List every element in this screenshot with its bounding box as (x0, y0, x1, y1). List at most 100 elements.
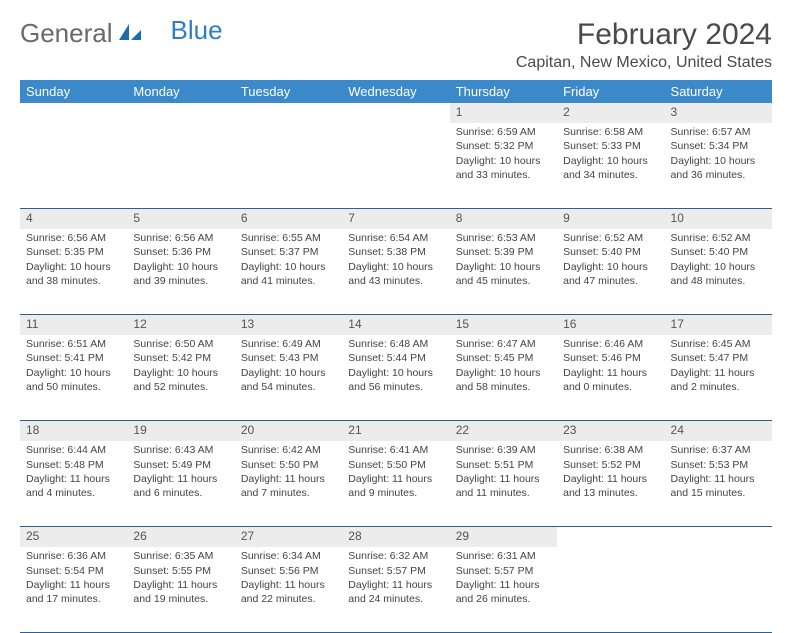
daylight-text: Daylight: 11 hours and 22 minutes. (241, 579, 336, 606)
sunset-text: Sunset: 5:41 PM (26, 352, 121, 366)
sunset-text: Sunset: 5:40 PM (563, 246, 658, 260)
day-number (557, 527, 664, 547)
daylight-text: Daylight: 11 hours and 11 minutes. (456, 473, 551, 500)
daylight-text: Daylight: 10 hours and 47 minutes. (563, 261, 658, 288)
day-number: 14 (342, 315, 449, 335)
sunset-text: Sunset: 5:57 PM (456, 565, 551, 579)
daylight-text: Daylight: 10 hours and 50 minutes. (26, 367, 121, 394)
sunset-text: Sunset: 5:35 PM (26, 246, 121, 260)
sunrise-text: Sunrise: 6:52 AM (563, 232, 658, 246)
sunrise-text: Sunrise: 6:42 AM (241, 444, 336, 458)
daylight-text: Daylight: 10 hours and 58 minutes. (456, 367, 551, 394)
day-cell (20, 123, 127, 209)
weekday-header: Monday (127, 80, 234, 103)
daylight-text: Daylight: 11 hours and 2 minutes. (671, 367, 766, 394)
day-number: 3 (665, 103, 772, 123)
day-cell: Sunrise: 6:55 AMSunset: 5:37 PMDaylight:… (235, 229, 342, 315)
header: General Blue February 2024 Capitan, New … (20, 18, 772, 72)
day-number-row: 2526272829 (20, 527, 772, 547)
sunrise-text: Sunrise: 6:59 AM (456, 126, 551, 140)
sunrise-text: Sunrise: 6:51 AM (26, 338, 121, 352)
logo-sail-icon (117, 18, 143, 49)
day-number: 6 (235, 209, 342, 229)
day-cell: Sunrise: 6:56 AMSunset: 5:35 PMDaylight:… (20, 229, 127, 315)
sunrise-text: Sunrise: 6:46 AM (563, 338, 658, 352)
day-number: 29 (450, 527, 557, 547)
day-number (235, 103, 342, 123)
sunset-text: Sunset: 5:43 PM (241, 352, 336, 366)
day-number (342, 103, 449, 123)
day-number (665, 527, 772, 547)
day-cell: Sunrise: 6:53 AMSunset: 5:39 PMDaylight:… (450, 229, 557, 315)
day-cell: Sunrise: 6:58 AMSunset: 5:33 PMDaylight:… (557, 123, 664, 209)
daylight-text: Daylight: 11 hours and 7 minutes. (241, 473, 336, 500)
day-cell: Sunrise: 6:52 AMSunset: 5:40 PMDaylight:… (557, 229, 664, 315)
day-number: 16 (557, 315, 664, 335)
day-number-row: 45678910 (20, 209, 772, 229)
sunrise-text: Sunrise: 6:52 AM (671, 232, 766, 246)
day-number: 11 (20, 315, 127, 335)
day-cell: Sunrise: 6:56 AMSunset: 5:36 PMDaylight:… (127, 229, 234, 315)
logo-text-blue: Blue (171, 15, 223, 46)
daylight-text: Daylight: 10 hours and 52 minutes. (133, 367, 228, 394)
sunrise-text: Sunrise: 6:49 AM (241, 338, 336, 352)
sunrise-text: Sunrise: 6:43 AM (133, 444, 228, 458)
day-content-row: Sunrise: 6:44 AMSunset: 5:48 PMDaylight:… (20, 441, 772, 527)
sunset-text: Sunset: 5:39 PM (456, 246, 551, 260)
sunrise-text: Sunrise: 6:54 AM (348, 232, 443, 246)
day-content-row: Sunrise: 6:51 AMSunset: 5:41 PMDaylight:… (20, 335, 772, 421)
sunrise-text: Sunrise: 6:48 AM (348, 338, 443, 352)
day-cell: Sunrise: 6:31 AMSunset: 5:57 PMDaylight:… (450, 547, 557, 633)
sunrise-text: Sunrise: 6:53 AM (456, 232, 551, 246)
sunset-text: Sunset: 5:57 PM (348, 565, 443, 579)
sunrise-text: Sunrise: 6:56 AM (26, 232, 121, 246)
day-cell: Sunrise: 6:49 AMSunset: 5:43 PMDaylight:… (235, 335, 342, 421)
weekday-header: Tuesday (235, 80, 342, 103)
daylight-text: Daylight: 10 hours and 56 minutes. (348, 367, 443, 394)
sunrise-text: Sunrise: 6:36 AM (26, 550, 121, 564)
day-number: 1 (450, 103, 557, 123)
day-cell (557, 547, 664, 633)
sunrise-text: Sunrise: 6:37 AM (671, 444, 766, 458)
daylight-text: Daylight: 10 hours and 45 minutes. (456, 261, 551, 288)
daylight-text: Daylight: 11 hours and 13 minutes. (563, 473, 658, 500)
sunset-text: Sunset: 5:51 PM (456, 459, 551, 473)
sunset-text: Sunset: 5:33 PM (563, 140, 658, 154)
daylight-text: Daylight: 10 hours and 34 minutes. (563, 155, 658, 182)
day-cell (665, 547, 772, 633)
calendar-table: SundayMondayTuesdayWednesdayThursdayFrid… (20, 80, 772, 633)
sunset-text: Sunset: 5:42 PM (133, 352, 228, 366)
day-number: 19 (127, 421, 234, 441)
sunrise-text: Sunrise: 6:41 AM (348, 444, 443, 458)
day-cell: Sunrise: 6:32 AMSunset: 5:57 PMDaylight:… (342, 547, 449, 633)
day-number: 10 (665, 209, 772, 229)
weekday-header: Saturday (665, 80, 772, 103)
day-number: 26 (127, 527, 234, 547)
day-cell: Sunrise: 6:44 AMSunset: 5:48 PMDaylight:… (20, 441, 127, 527)
day-number: 13 (235, 315, 342, 335)
day-number (20, 103, 127, 123)
daylight-text: Daylight: 11 hours and 15 minutes. (671, 473, 766, 500)
day-cell: Sunrise: 6:48 AMSunset: 5:44 PMDaylight:… (342, 335, 449, 421)
sunset-text: Sunset: 5:50 PM (348, 459, 443, 473)
day-number: 20 (235, 421, 342, 441)
day-number: 25 (20, 527, 127, 547)
day-number: 17 (665, 315, 772, 335)
sunset-text: Sunset: 5:34 PM (671, 140, 766, 154)
day-cell (342, 123, 449, 209)
daylight-text: Daylight: 11 hours and 19 minutes. (133, 579, 228, 606)
sunrise-text: Sunrise: 6:56 AM (133, 232, 228, 246)
weekday-header: Wednesday (342, 80, 449, 103)
title-block: February 2024 Capitan, New Mexico, Unite… (516, 18, 772, 72)
sunset-text: Sunset: 5:49 PM (133, 459, 228, 473)
day-cell: Sunrise: 6:43 AMSunset: 5:49 PMDaylight:… (127, 441, 234, 527)
day-cell: Sunrise: 6:41 AMSunset: 5:50 PMDaylight:… (342, 441, 449, 527)
daylight-text: Daylight: 10 hours and 48 minutes. (671, 261, 766, 288)
daylight-text: Daylight: 10 hours and 41 minutes. (241, 261, 336, 288)
day-number-row: 11121314151617 (20, 315, 772, 335)
day-cell: Sunrise: 6:54 AMSunset: 5:38 PMDaylight:… (342, 229, 449, 315)
day-cell: Sunrise: 6:50 AMSunset: 5:42 PMDaylight:… (127, 335, 234, 421)
sunset-text: Sunset: 5:53 PM (671, 459, 766, 473)
day-number: 28 (342, 527, 449, 547)
logo-text-general: General (20, 18, 113, 49)
